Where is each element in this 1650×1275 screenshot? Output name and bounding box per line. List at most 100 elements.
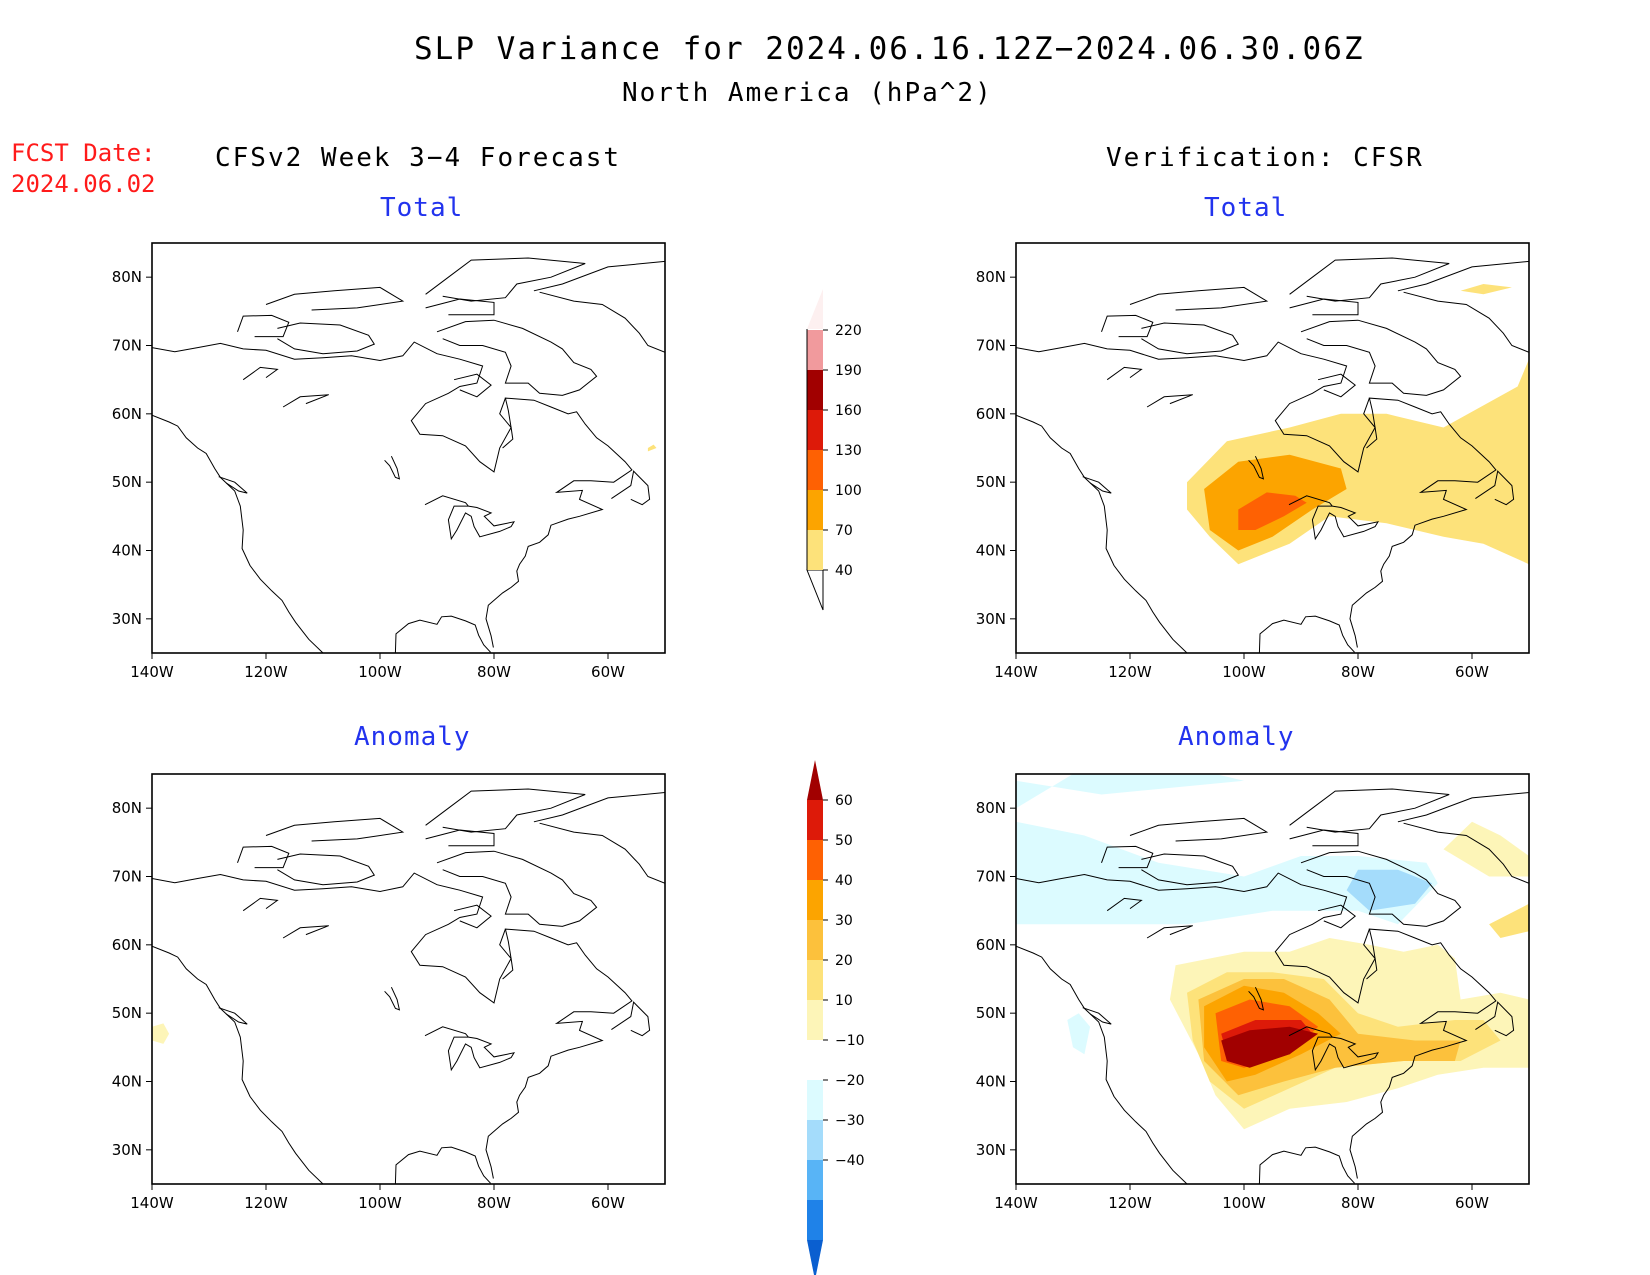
lon-tick-label: 80W (477, 663, 511, 681)
coastline-hudson_bay_e (1363, 397, 1378, 449)
lat-tick-label: 60N (112, 936, 142, 954)
coastline-queen_eliz (1129, 286, 1269, 311)
coastline-greenland_w (539, 291, 665, 353)
map-panel-fcst_anom: 140W 120W 100W 80W 60W 30N 40N 50N 60N 70N 80N (112, 773, 666, 1212)
lat-tick-label: 40N (976, 542, 1006, 560)
coastline-banks (1101, 845, 1154, 869)
lat-tick-label: 50N (112, 1004, 142, 1022)
coastline-mainland_n (1016, 341, 1497, 648)
lat-tick-label: 50N (112, 473, 142, 491)
colorbar-total-label: 220 (835, 323, 862, 339)
coastline-great_slave (282, 394, 329, 408)
coastline-great_lakes (1288, 495, 1380, 541)
coastline-lake_winnipeg (1248, 986, 1265, 1011)
coastline-mainland_n (152, 872, 633, 1179)
coastline-vancouver_is (1082, 476, 1112, 494)
panel-content (152, 257, 665, 653)
colorbar-anomaly-label: −40 (835, 1153, 865, 1169)
lat-tick-label: 70N (976, 337, 1006, 355)
lat-tick-label: 70N (976, 868, 1006, 886)
coastline-vancouver_is (218, 476, 248, 494)
coastline-lake_winnipeg (384, 455, 401, 480)
lat-tick-label: 30N (976, 610, 1006, 628)
coastline-gulf (1258, 615, 1355, 653)
map-panel-fcst_total: 140W 120W 100W 80W 60W 30N 40N 50N 60N 70N 80N (112, 242, 666, 681)
lat-tick-label: 70N (112, 337, 142, 355)
coastline-greenland (533, 260, 665, 292)
colorbar-total-label: 130 (835, 443, 862, 459)
lat-tick-label: 30N (976, 1141, 1006, 1159)
panel-title-ver-total: Total (1204, 193, 1288, 223)
coastline-southampton (453, 373, 492, 398)
lon-tick-label: 60W (1455, 1194, 1489, 1212)
coastline-greenland_w (539, 822, 665, 884)
coastline-ellesmere (1289, 257, 1450, 302)
colorbar-anomaly-swatch (807, 1160, 823, 1200)
coastline-hudson_bay_e (1363, 928, 1378, 980)
colorbar-total-label: 190 (835, 363, 862, 379)
panel-content (152, 788, 665, 1184)
coastline-victoria (277, 322, 376, 355)
colorbar-anomaly-label: 10 (835, 993, 853, 1009)
coastline-greenland_w (1403, 291, 1529, 353)
coastline-vancouver_is (218, 1007, 248, 1025)
lat-tick-label: 70N (112, 868, 142, 886)
coastline-great_slave (1146, 925, 1193, 939)
colorbar-anomaly-swatch (807, 920, 823, 960)
colorbar-anomaly-label: 20 (835, 953, 853, 969)
lon-tick-label: 140W (130, 663, 174, 681)
coastline-ellesmere (1289, 788, 1450, 833)
lon-tick-label: 100W (358, 1194, 402, 1212)
coastline-victoria (1141, 322, 1240, 355)
coastline-great_lakes (424, 1026, 516, 1072)
shaded-field-100-130 (1238, 492, 1307, 530)
lat-tick-label: 50N (976, 473, 1006, 491)
coastline-lake_winnipeg (384, 986, 401, 1011)
fcst-date-label: FCST Date: (11, 139, 156, 167)
shaded-field--10--20 (1016, 774, 1244, 809)
shaded-field-20-30 (1489, 903, 1529, 938)
coastline-great_bear (242, 366, 279, 381)
map-panel-ver_total: 140W 120W 100W 80W 60W 30N 40N 50N 60N 70N 80N (976, 242, 1530, 681)
colorbar-anomaly-swatch (807, 1120, 823, 1160)
colorbar-anomaly-swatch (807, 1040, 823, 1080)
coastline-gulf (1258, 1146, 1355, 1184)
shaded-field--20--30 (1346, 869, 1433, 911)
coastline-ellesmere (425, 257, 586, 302)
lat-tick-label: 40N (112, 1073, 142, 1091)
lat-tick-label: 40N (976, 1073, 1006, 1091)
coastline-greenland (533, 792, 665, 823)
coastline-great_bear (1106, 366, 1143, 381)
colorbar-anomaly-label: −20 (835, 1073, 865, 1089)
coastline-vancouver_is (1082, 1007, 1112, 1025)
colorbar-anomaly: 60 50 40 30 20 10 −10 −20 −30 −40 (807, 760, 865, 1275)
lat-tick-label: 50N (976, 1004, 1006, 1022)
coastline-gulf (394, 1146, 491, 1184)
colorbar-total-swatch (807, 530, 823, 570)
colorbar-total-label: 40 (835, 563, 853, 579)
lat-tick-label: 80N (976, 799, 1006, 817)
coastline-greenland (1397, 260, 1529, 292)
lat-tick-label: 60N (976, 936, 1006, 954)
lat-tick-label: 80N (112, 799, 142, 817)
lon-tick-label: 80W (477, 1194, 511, 1212)
coastline-mainland_n (1016, 872, 1497, 1179)
coastline-hudson_bay_e (499, 928, 514, 980)
coastline-great_bear (242, 897, 279, 912)
colorbar-total: 40 70 100 130 160 190 220 (806, 289, 862, 611)
coastline-queen_eliz (265, 286, 405, 311)
lon-tick-label: 60W (1455, 663, 1489, 681)
colorbar-arrow-bottom (807, 1240, 823, 1275)
shaded-field-40-70 (647, 444, 657, 452)
coastline-mainland (1016, 414, 1188, 653)
lon-tick-label: 60W (591, 663, 625, 681)
coastline-mainland_n (152, 341, 633, 648)
lon-tick-label: 80W (1341, 663, 1375, 681)
coastline-devon (425, 298, 495, 316)
colorbar-anomaly-label: −30 (835, 1113, 865, 1129)
coastline-devon (1289, 298, 1359, 316)
shaded-field-10-20 (1443, 821, 1529, 877)
colorbar-anomaly-swatch (807, 1080, 823, 1120)
coastline-queen_eliz (1129, 817, 1269, 842)
coastline-great_slave (1146, 394, 1193, 408)
